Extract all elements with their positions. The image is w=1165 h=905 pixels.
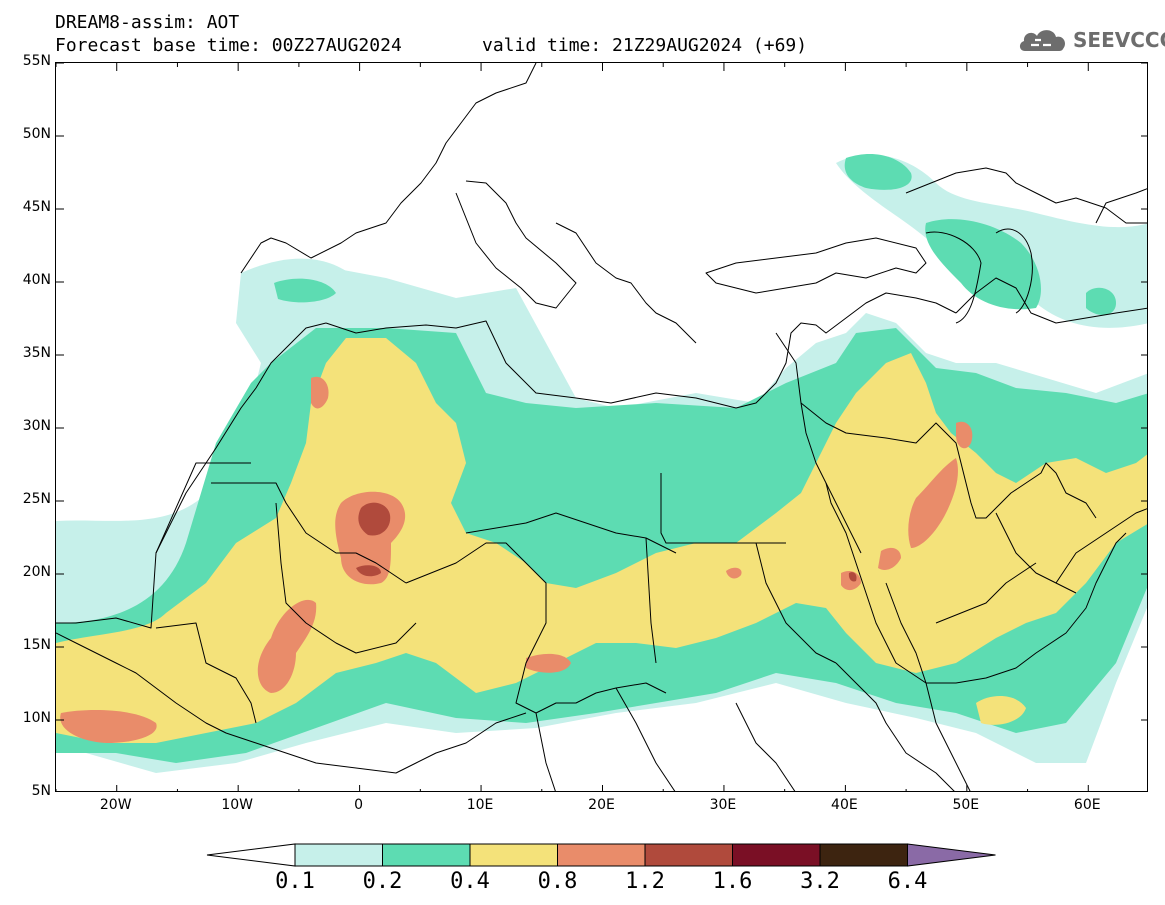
lon-label: 50E xyxy=(952,797,980,813)
lat-label: 20N xyxy=(22,564,51,580)
coastlines xyxy=(56,63,1147,791)
lon-label: 30E xyxy=(709,797,737,813)
lat-label: 55N xyxy=(22,53,51,69)
lon-label: 20W xyxy=(99,797,132,813)
lat-label: 40N xyxy=(22,272,51,288)
valid-time: valid time: 21Z29AUG2024 (+69) xyxy=(482,35,808,56)
logo-text: SEEVCCC xyxy=(1073,28,1165,52)
colorbar-label: 1.6 xyxy=(712,869,753,894)
colorbar-box xyxy=(382,843,471,867)
lat-label: 50N xyxy=(22,126,51,142)
lat-label: 15N xyxy=(22,637,51,653)
aot-colorbar xyxy=(206,843,996,867)
colorbar-box xyxy=(294,843,383,867)
lon-label: 10E xyxy=(466,797,494,813)
lat-label: 30N xyxy=(22,418,51,434)
cloud-icon xyxy=(1019,30,1066,51)
lon-label: 20E xyxy=(588,797,615,813)
colorbar-label: 6.4 xyxy=(887,869,928,894)
colorbar-label: 0.2 xyxy=(362,869,403,894)
lat-label: 45N xyxy=(22,199,51,215)
map-canvas xyxy=(56,63,1147,791)
lat-label: 5N xyxy=(31,783,51,799)
map-title: DREAM8-assim: AOT xyxy=(55,12,240,33)
colorbar-upper-arrow xyxy=(907,843,996,867)
lon-label: 40E xyxy=(831,797,858,813)
colorbar-label: 0.4 xyxy=(450,869,490,894)
colorbar-box xyxy=(469,843,558,867)
lon-label: 0 xyxy=(354,797,364,813)
aot-level-0.8 xyxy=(60,376,973,743)
seevccc-logo xyxy=(1017,23,1153,57)
aot-level-1.2 xyxy=(356,502,857,582)
colorbar-label: 0.1 xyxy=(275,869,315,894)
lat-label: 10N xyxy=(22,710,51,726)
lon-label: 60E xyxy=(1073,797,1101,813)
colorbar-lower-arrow xyxy=(206,843,296,867)
colorbar-label: 0.8 xyxy=(537,869,578,894)
lat-label: 25N xyxy=(22,491,51,507)
lon-label: 10W xyxy=(221,797,253,813)
colorbar-box xyxy=(819,843,908,867)
aot-level-0.4 xyxy=(56,338,1147,743)
colorbar-box xyxy=(557,843,646,867)
aot-map xyxy=(55,62,1148,792)
colorbar-label: 3.2 xyxy=(800,869,840,894)
lat-label: 35N xyxy=(22,345,51,361)
colorbar-box xyxy=(732,843,821,867)
colorbar-label: 1.2 xyxy=(625,869,665,894)
colorbar-box xyxy=(644,843,733,867)
forecast-base-time: Forecast base time: 00Z27AUG2024 xyxy=(55,35,402,56)
